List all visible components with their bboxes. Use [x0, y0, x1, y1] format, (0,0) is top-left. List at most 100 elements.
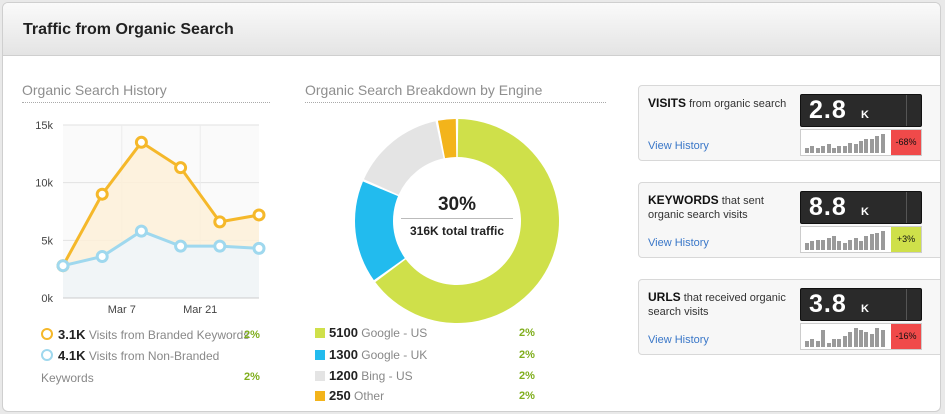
- sparkline-bar: [859, 141, 863, 153]
- sparkline-bar: [837, 241, 842, 250]
- card-urls-change: -16%: [891, 324, 921, 349]
- data-point: [95, 249, 109, 263]
- card-visits-change: -68%: [891, 130, 921, 155]
- data-point: [174, 161, 188, 175]
- card-urls-sparkline: -16%: [800, 323, 922, 350]
- sparkline-bar: [864, 236, 869, 250]
- engine-google-uk-value: 1300: [329, 347, 358, 362]
- sparkline-bar: [821, 146, 826, 153]
- engine-google-us: 5100 Google - US: [329, 325, 427, 340]
- legend-nonbranded-value: 4.1K: [58, 348, 86, 363]
- engine-google-uk: 1300 Google - UK: [329, 347, 427, 362]
- y-tick-label: 15k: [35, 120, 53, 132]
- donut-center-pct: 30%: [437, 194, 477, 215]
- card-urls: URLS that received organic search visits…: [638, 279, 940, 355]
- sparkline-bar: [810, 146, 815, 153]
- card-keywords-subtext: that sent organic search visits: [648, 195, 764, 221]
- card-visits-subtext: from organic search: [686, 98, 787, 110]
- sparkline-bar: [869, 139, 874, 153]
- data-point: [134, 224, 148, 238]
- card-keywords-view-history-link[interactable]: View History: [648, 237, 709, 249]
- card-keywords-heading: KEYWORDS: [648, 193, 719, 207]
- series-line: [62, 229, 260, 268]
- sparkline-bar: [859, 330, 863, 347]
- sparkline-bar: [832, 148, 836, 153]
- history-divider: [22, 102, 270, 103]
- sparkline-bar: [859, 241, 863, 250]
- legend-nonbranded-label-cont: Keywords: [41, 371, 94, 385]
- legend-nonbranded-pct: 2%: [244, 371, 260, 383]
- sparkline-bar: [875, 328, 880, 347]
- card-keywords-sparkline: +3%: [800, 226, 922, 253]
- engine-swatch-bing-us: [315, 371, 325, 381]
- card-visits-desc: VISITS from organic search: [648, 96, 798, 111]
- sparkline-bar: [837, 146, 842, 153]
- engine-bing-us: 1200 Bing - US: [329, 368, 413, 383]
- series-area: [63, 231, 259, 298]
- donut-slice: [355, 181, 405, 281]
- sparkline-bar: [805, 243, 809, 250]
- card-keywords-flip-edge: [906, 192, 917, 223]
- card-keywords-change: +3%: [891, 227, 921, 252]
- card-keywords-unit: K: [861, 206, 869, 218]
- sparkline-bar: [869, 234, 874, 250]
- card-urls-value: 3.8: [809, 290, 847, 318]
- sparkline-bar: [837, 339, 842, 347]
- donut-slice: [437, 119, 457, 159]
- panel-header: Traffic from Organic Search: [3, 3, 940, 56]
- x-tick-label: Mar 21: [183, 304, 217, 316]
- sparkline-bar: [848, 240, 853, 250]
- sparkline-bar: [853, 328, 858, 347]
- engine-bing-us-pct: 2%: [519, 370, 535, 382]
- sparkline-bar: [864, 332, 869, 347]
- engine-other-pct: 2%: [519, 390, 535, 402]
- y-tick-label: 10k: [35, 178, 53, 190]
- engine-google-us-label: Google - US: [361, 326, 428, 340]
- sparkline-bar: [821, 240, 826, 250]
- data-point: [95, 187, 109, 201]
- sparkline-bar: [805, 148, 809, 153]
- sparkline-bar: [842, 243, 847, 250]
- sparkline-bar: [853, 144, 858, 153]
- card-urls-subtext: that received organic search visits: [648, 292, 786, 318]
- sparkline-bar: [815, 148, 820, 153]
- engine-google-us-value: 5100: [329, 325, 358, 340]
- data-point: [174, 239, 188, 253]
- sparkline-bar: [842, 146, 847, 153]
- sparkline-bar: [848, 332, 853, 347]
- engine-google-us-pct: 2%: [519, 327, 535, 339]
- engine-google-uk-pct: 2%: [519, 349, 535, 361]
- sparkline-bar: [810, 241, 815, 250]
- engine-swatch-google-us: [315, 328, 325, 338]
- card-urls-counter: 3.8 K: [800, 288, 922, 321]
- x-tick-label: Mar 7: [108, 304, 136, 316]
- card-visits-flip-edge: [906, 95, 917, 126]
- legend-branded: 3.1K Visits from Branded Keywords: [41, 327, 249, 342]
- card-urls-flip-edge: [906, 289, 917, 320]
- data-point: [252, 241, 266, 255]
- sparkline-bar: [815, 341, 820, 347]
- card-keywords-value: 8.8: [809, 193, 847, 221]
- card-urls-view-history-link[interactable]: View History: [648, 334, 709, 346]
- engine-bing-us-value: 1200: [329, 368, 358, 383]
- engine-bing-us-label: Bing - US: [361, 369, 413, 383]
- data-point: [213, 215, 227, 229]
- sparkline-bar: [848, 143, 853, 153]
- sparkline-bar: [826, 343, 831, 347]
- sparkline-bar: [853, 238, 858, 250]
- donut-slice: [363, 121, 444, 195]
- breakdown-donut: [355, 119, 559, 324]
- card-keywords-counter: 8.8 K: [800, 191, 922, 224]
- history-chart: 0k 5k 10k 15k Mar 7 Mar 21: [35, 120, 266, 316]
- sparkline-bar: [826, 144, 831, 153]
- sparkline-bar: [875, 233, 880, 250]
- sparkline-bar: [810, 339, 815, 347]
- sparkline-bar: [832, 339, 836, 347]
- y-tick-label: 5k: [41, 235, 53, 247]
- legend-nonbranded-label: Visits from Non-Branded: [88, 349, 220, 363]
- card-visits-view-history-link[interactable]: View History: [648, 140, 709, 152]
- sparkline-bar: [815, 240, 820, 250]
- engine-swatch-google-uk: [315, 350, 325, 360]
- data-point: [56, 259, 70, 273]
- breakdown-divider: [305, 102, 606, 103]
